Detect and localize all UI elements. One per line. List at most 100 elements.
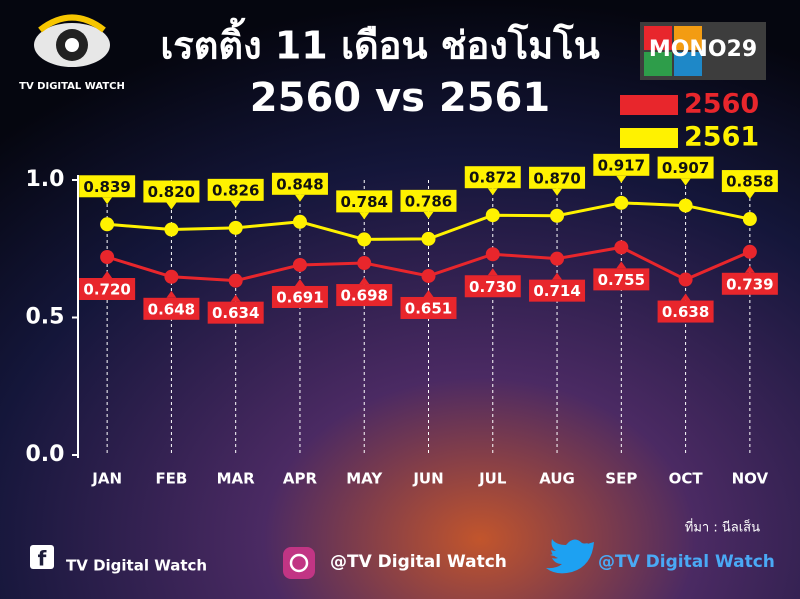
data-point xyxy=(228,273,243,288)
data-label-pointer xyxy=(616,175,627,183)
data-point xyxy=(292,257,307,272)
data-label-pointer xyxy=(552,272,563,280)
data-point xyxy=(292,214,307,229)
chart-subtitle: 2560 vs 2561 xyxy=(250,75,550,121)
data-label: 0.839 xyxy=(83,178,130,196)
x-tick-label: MAY xyxy=(346,470,383,488)
x-tick-label: NOV xyxy=(732,470,769,488)
data-label-box xyxy=(336,284,393,307)
data-point xyxy=(614,240,629,255)
data-point xyxy=(421,231,436,246)
data-label: 0.848 xyxy=(276,175,323,193)
footer-twitter: @TV Digital Watch xyxy=(598,552,775,572)
facebook-icon xyxy=(30,545,54,569)
data-label-pointer xyxy=(166,202,177,210)
data-point xyxy=(164,222,179,237)
data-point xyxy=(550,208,565,223)
data-label-box xyxy=(336,190,393,213)
data-label: 0.720 xyxy=(83,281,130,299)
data-label-pointer xyxy=(680,293,691,301)
data-label-box xyxy=(529,166,586,189)
data-label-pointer xyxy=(423,289,434,297)
x-tick-label: JUN xyxy=(412,470,443,488)
data-point xyxy=(421,268,436,283)
data-point xyxy=(228,220,243,235)
data-point xyxy=(678,272,693,287)
logo-left xyxy=(34,14,110,67)
data-point xyxy=(614,195,629,210)
data-label: 0.698 xyxy=(341,287,388,305)
data-label-pointer xyxy=(359,212,370,220)
data-label-box xyxy=(143,180,200,203)
legend-swatch xyxy=(620,95,678,115)
data-label: 0.730 xyxy=(469,278,516,296)
data-label-pointer xyxy=(102,271,113,278)
source: ที่มา : นีลเส็น xyxy=(685,518,760,536)
data-label-pointer xyxy=(423,211,434,219)
data-label: 0.634 xyxy=(212,304,259,322)
x-tick-label: JUL xyxy=(478,470,507,488)
data-label: 0.691 xyxy=(276,288,323,306)
y-tick-label: 0.5 xyxy=(26,305,65,330)
data-label: 0.638 xyxy=(662,303,709,321)
data-label-box xyxy=(271,172,328,195)
legend-label: 2560 xyxy=(684,89,759,120)
data-label-box xyxy=(79,175,136,198)
legend-swatch xyxy=(620,128,678,148)
logo-right xyxy=(640,22,766,80)
data-label-box xyxy=(593,153,650,176)
data-point xyxy=(164,269,179,284)
data-label: 0.739 xyxy=(726,275,773,293)
data-point xyxy=(742,212,757,227)
data-label-pointer xyxy=(744,192,755,200)
data-point xyxy=(742,244,757,259)
x-tick-label: MAR xyxy=(217,470,256,488)
footer-instagram: @TV Digital Watch xyxy=(330,552,507,572)
footer-facebook: TV Digital Watch xyxy=(66,557,207,575)
chart-title: เรตติ้ง 11 เดือน ช่องโมโน xyxy=(160,18,599,68)
data-label: 0.870 xyxy=(533,169,580,187)
data-label-box xyxy=(721,272,778,295)
data-label: 0.786 xyxy=(405,192,452,210)
data-label-pointer xyxy=(359,277,370,285)
data-label-pointer xyxy=(487,188,498,196)
data-label: 0.872 xyxy=(469,169,516,187)
data-label: 0.820 xyxy=(148,183,195,201)
data-label-box xyxy=(593,268,650,291)
data-label: 0.651 xyxy=(405,299,452,317)
instagram-icon xyxy=(283,547,315,579)
data-point xyxy=(550,251,565,266)
data-label-box xyxy=(400,189,457,212)
data-point xyxy=(678,198,693,213)
data-label-pointer xyxy=(230,294,241,302)
data-label-box xyxy=(464,166,521,189)
data-label: 0.907 xyxy=(662,159,709,177)
x-tick-label: AUG xyxy=(539,470,575,488)
x-tick-label: APR xyxy=(283,470,318,488)
x-tick-label: JAN xyxy=(91,470,122,488)
data-point xyxy=(485,208,500,223)
twitter-icon xyxy=(546,539,594,574)
data-point xyxy=(357,256,372,271)
logo-right-text: MONO29 xyxy=(649,37,757,62)
data-label: 0.858 xyxy=(726,173,773,191)
data-label-box xyxy=(400,296,457,319)
data-label-box xyxy=(271,285,328,308)
data-label-pointer xyxy=(230,200,241,208)
logo-left-text: TV DIGITAL WATCH xyxy=(19,81,125,92)
data-label-pointer xyxy=(166,290,177,298)
data-label-pointer xyxy=(102,197,113,205)
data-label-box xyxy=(529,279,586,302)
data-label: 0.648 xyxy=(148,300,195,318)
y-tick-label: 0.0 xyxy=(26,442,65,467)
y-tick-label: 1.0 xyxy=(26,167,65,192)
legend-label: 2561 xyxy=(684,122,759,153)
data-label-pointer xyxy=(680,178,691,186)
data-label: 0.784 xyxy=(341,193,388,211)
data-point xyxy=(100,250,115,264)
data-label-pointer xyxy=(616,261,627,269)
instagram-glyph xyxy=(289,553,309,573)
data-label-pointer xyxy=(294,278,305,286)
data-label-pointer xyxy=(487,268,498,276)
